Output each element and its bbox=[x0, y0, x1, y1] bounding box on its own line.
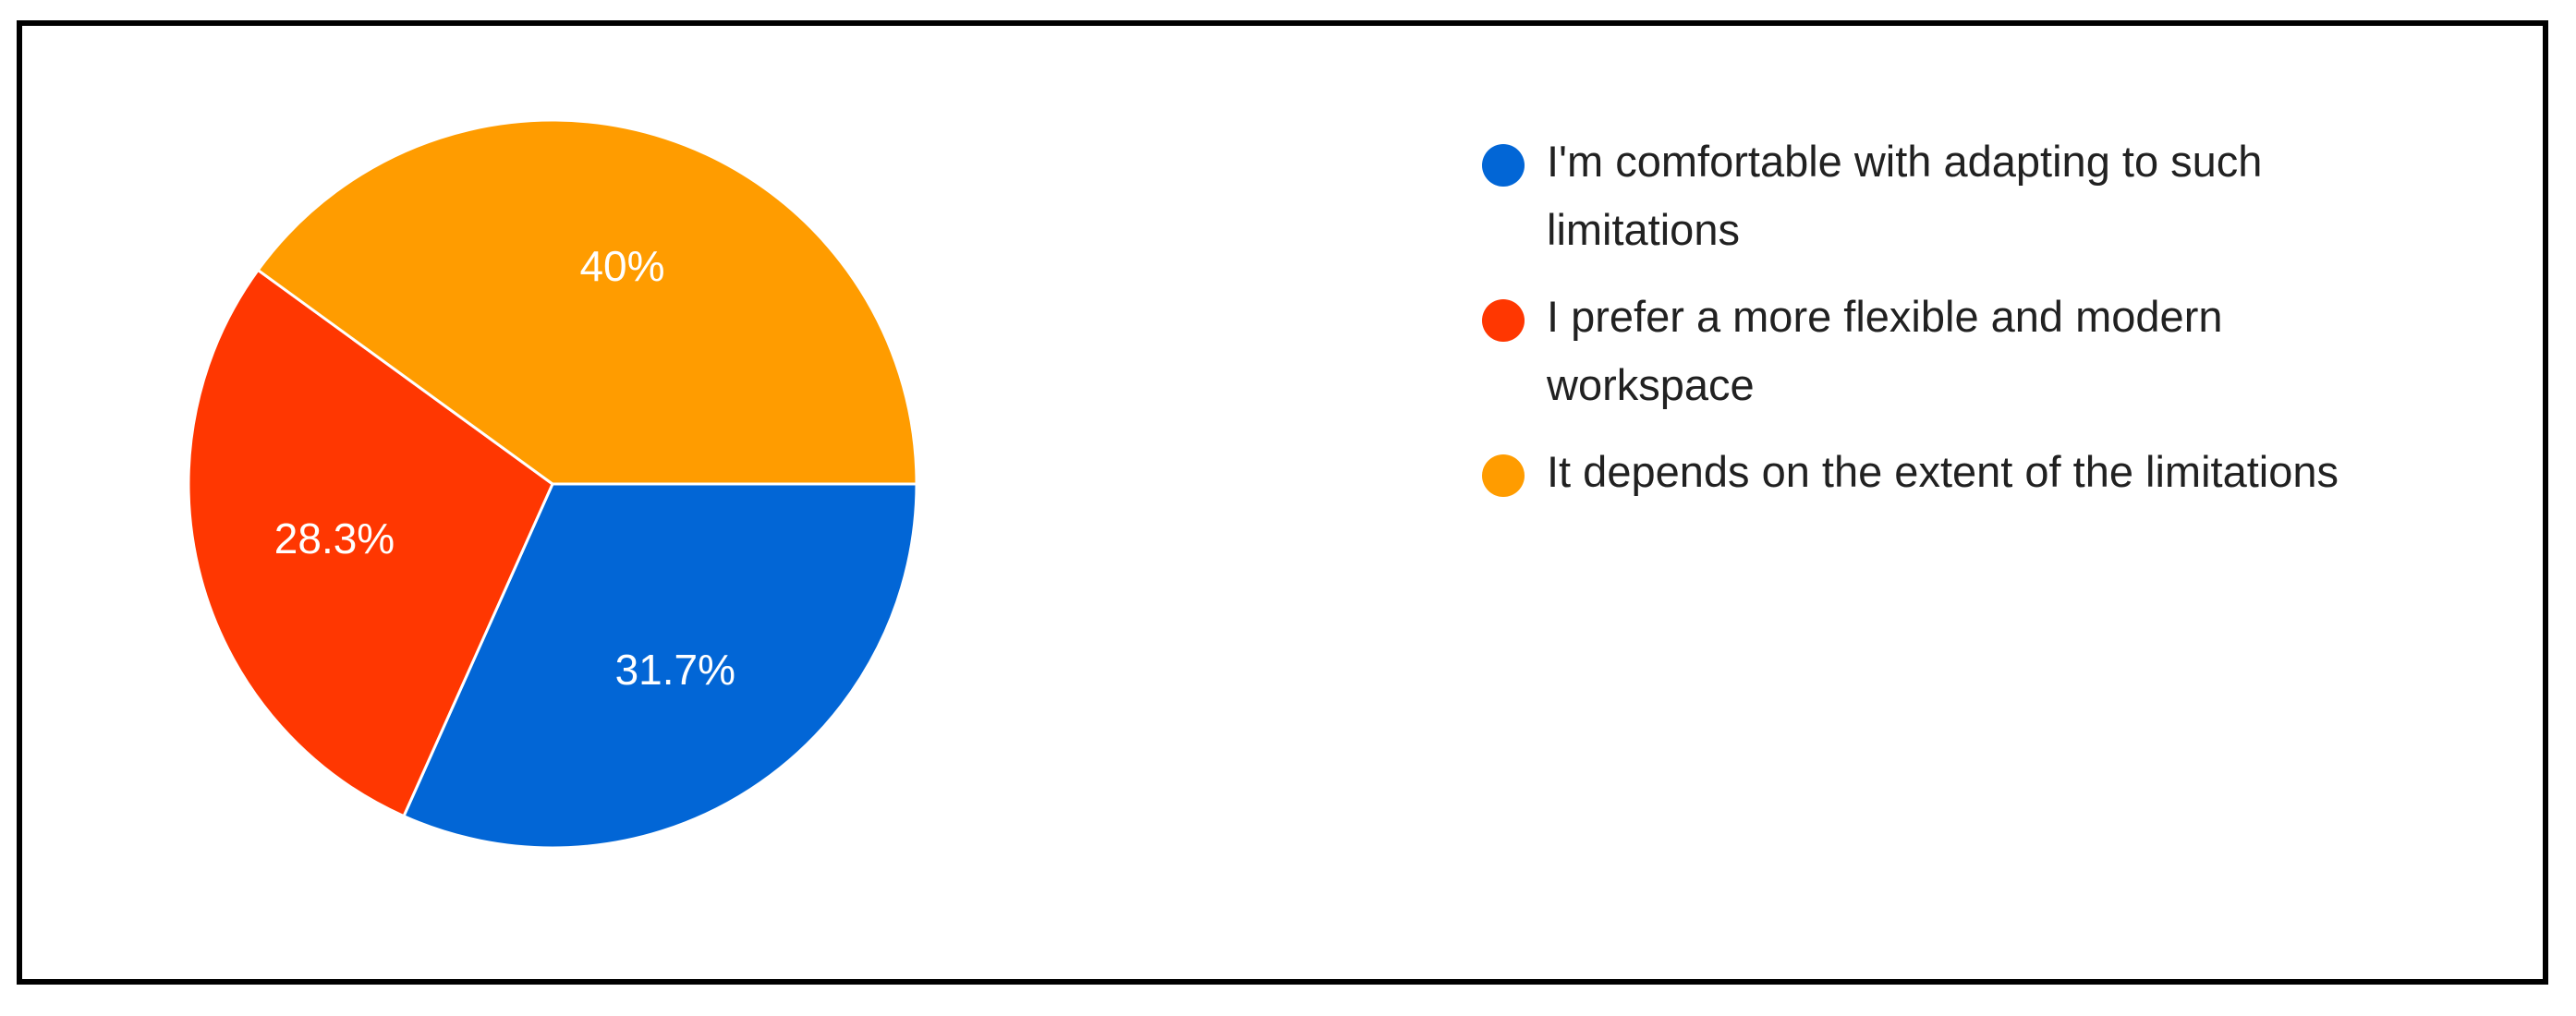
legend-swatch-icon bbox=[1482, 454, 1525, 497]
legend-label: I prefer a more flexible and modern work… bbox=[1547, 292, 2223, 409]
slice-value-label: 28.3% bbox=[274, 514, 395, 562]
pie-labels: 31.7% 28.3% 40% bbox=[274, 242, 735, 694]
legend-item[interactable]: It depends on the extent of the limitati… bbox=[1475, 438, 2399, 506]
pie-slice[interactable] bbox=[402, 482, 918, 850]
legend: I'm comfortable with adapting to such li… bbox=[1475, 127, 2399, 525]
legend-swatch-icon bbox=[1482, 299, 1525, 342]
legend-item[interactable]: I'm comfortable with adapting to such li… bbox=[1475, 127, 2399, 264]
pie-slices bbox=[187, 118, 918, 850]
legend-swatch-icon bbox=[1482, 144, 1525, 187]
legend-label: I'm comfortable with adapting to such li… bbox=[1547, 137, 2263, 254]
pie-chart: 31.7% 28.3% 40% bbox=[187, 118, 918, 850]
slice-value-label: 40% bbox=[579, 242, 664, 290]
pie-slice[interactable] bbox=[187, 268, 554, 818]
legend-item[interactable]: I prefer a more flexible and modern work… bbox=[1475, 283, 2399, 419]
slice-value-label: 31.7% bbox=[615, 646, 735, 694]
legend-label: It depends on the extent of the limitati… bbox=[1547, 447, 2339, 496]
pie-slice[interactable] bbox=[256, 118, 918, 486]
chart-frame: 31.7% 28.3% 40% I'm comfortable with adapt… bbox=[17, 20, 2548, 985]
